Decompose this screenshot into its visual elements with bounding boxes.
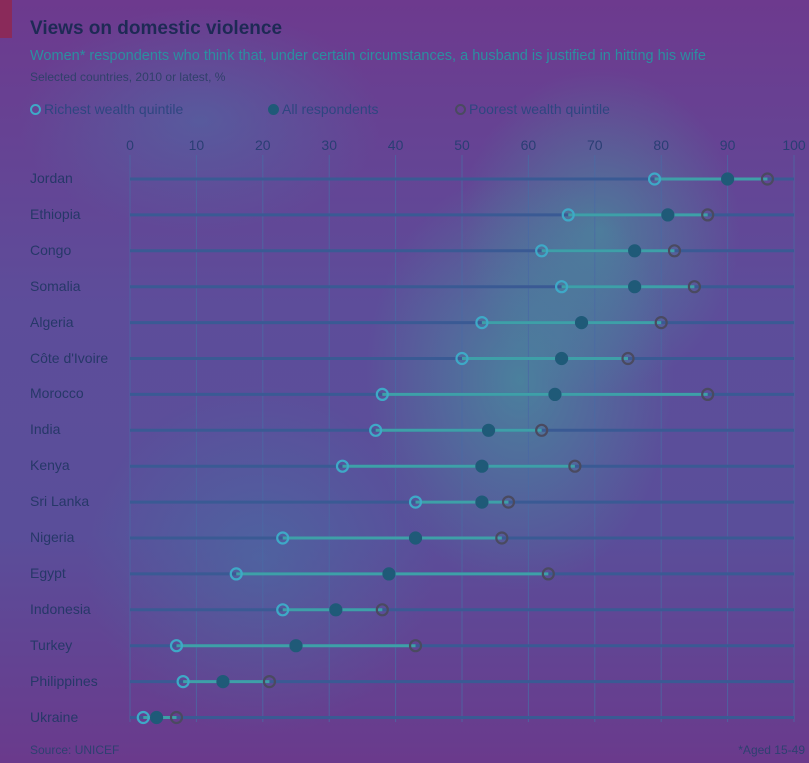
footnote: *Aged 15-49 [738,743,805,757]
point-poorest [535,423,549,437]
row-label: Morocco [30,385,84,402]
point-richest [176,674,190,689]
point-poorest [667,244,682,258]
point-all [481,423,496,437]
row-label: Congo [30,241,72,258]
legend-item-richest: Richest wealth quintile [30,101,183,117]
x-tick-label: 20 [255,137,271,153]
point-all [628,280,642,294]
legend-item-all: All respondents [268,101,379,117]
legend-item-poorest: Poorest wealth quintile [455,101,610,117]
point-all [329,603,343,617]
point-richest [475,316,489,330]
row-label: Philippines [30,672,98,689]
point-richest [169,639,184,653]
point-richest [136,710,150,725]
point-all [475,495,489,509]
row-label: Jordan [30,170,73,186]
legend-label-richest: Richest wealth quintile [44,101,184,117]
point-poorest [760,172,775,186]
point-poorest [408,639,423,653]
source-note: Source: UNICEF [30,743,120,757]
point-all [628,244,642,258]
point-richest [647,172,662,186]
point-richest [335,459,350,473]
point-poorest [169,710,184,725]
x-tick-label: 90 [720,137,736,153]
point-poorest [375,603,389,617]
x-tick-label: 80 [653,137,669,153]
point-richest [408,495,423,509]
row-label: Somalia [30,277,81,294]
row-label: Nigeria [30,529,75,545]
point-richest [375,387,389,401]
x-tick-label: 10 [189,137,205,153]
legend-marker-poorest [455,103,466,115]
x-tick-label: 0 [126,137,134,153]
chart-title: Views on domestic violence [30,18,283,39]
point-all [149,710,164,725]
x-tick-label: 70 [587,137,603,153]
point-poorest [501,495,516,509]
corner-tab [0,0,12,38]
x-tick-label: 50 [454,137,470,153]
chart-subtitle: Women* respondents who think that, under… [30,48,706,64]
point-richest [276,603,290,617]
point-richest [229,567,243,581]
legend-label-all: All respondents [282,101,379,117]
point-all [548,387,562,401]
point-all [382,567,396,581]
x-tick-label: 30 [321,137,337,153]
x-tick-label: 60 [521,137,537,153]
point-all [408,531,423,545]
point-poorest [262,674,277,689]
point-all [216,674,230,689]
point-poorest [541,567,555,581]
row-label: Kenya [30,457,70,474]
point-poorest [495,531,509,545]
point-all [554,351,569,366]
point-all [289,639,303,653]
chart-note: Selected countries, 2010 or latest, % [30,70,226,84]
row-label: India [30,421,61,438]
point-poorest [687,280,702,294]
point-richest [369,423,383,437]
x-tick-label: 100 [782,137,806,153]
point-all [475,459,489,473]
row-label: Turkey [30,636,73,653]
point-richest [455,351,469,366]
row-label: Sri Lanka [30,493,90,510]
row-label: Indonesia [30,600,91,617]
point-poorest [654,316,668,330]
legend-marker-all [268,103,279,115]
legend-label-poorest: Poorest wealth quintile [469,101,610,117]
point-richest [561,208,575,222]
row-label: Egypt [30,564,66,581]
point-richest [535,244,549,258]
point-poorest [568,459,582,473]
row-label: Côte d'Ivoire [30,349,109,366]
row-label: Ethiopia [30,205,81,222]
row-label: Algeria [30,313,74,330]
point-all [720,172,735,186]
legend-marker-richest [30,103,41,115]
point-poorest [701,208,715,222]
point-richest [554,280,569,294]
point-all [574,316,589,330]
point-all [661,208,675,222]
row-label: Ukraine [30,708,79,725]
point-poorest [621,351,635,366]
point-poorest [701,387,715,401]
x-tick-label: 40 [388,137,404,153]
point-richest [276,531,290,545]
